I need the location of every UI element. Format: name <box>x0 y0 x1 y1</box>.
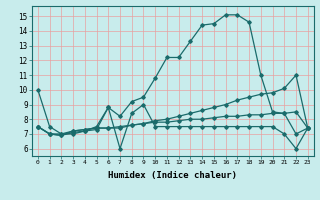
X-axis label: Humidex (Indice chaleur): Humidex (Indice chaleur) <box>108 171 237 180</box>
